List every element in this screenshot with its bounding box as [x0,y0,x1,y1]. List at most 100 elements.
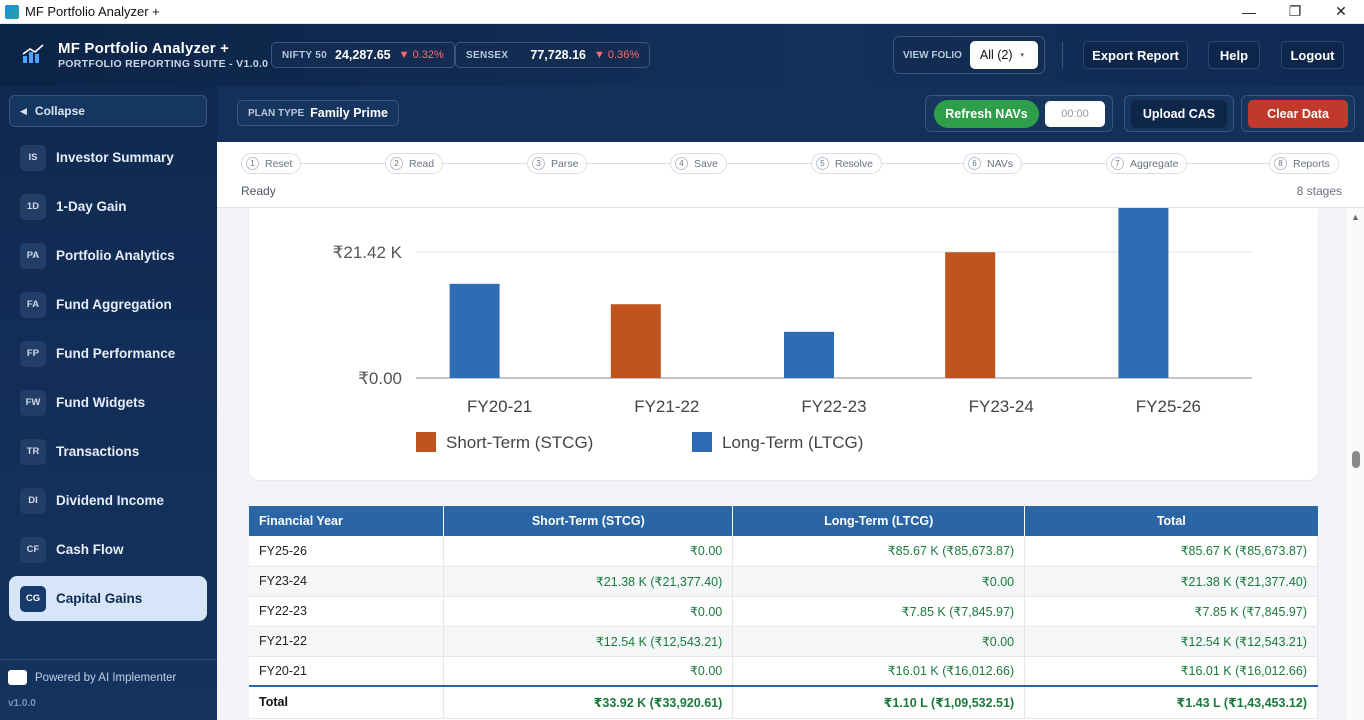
collapse-button[interactable]: ◀ Collapse [9,95,207,127]
cell-stcg: ₹0.00 [443,656,734,687]
nav-label: Fund Aggregation [56,297,172,312]
upload-cas-button[interactable]: Upload CAS [1131,99,1227,128]
nav-label: Dividend Income [56,493,165,508]
step-number: 7 [1111,157,1124,170]
cell-total-ltcg: ₹1.10 L (₹1,09,532.51) [732,685,1026,719]
legend-label: Long-Term (LTCG) [722,433,863,452]
ticker-label: NIFTY 50 [282,49,328,61]
cell-total: ₹16.01 K (₹16,012.66) [1024,656,1318,687]
scrollbar-thumb[interactable] [1352,451,1360,468]
x-tick-label: FY20-21 [467,397,532,416]
table-row: FY20-21 ₹0.00 ₹16.01 K (₹16,012.66) ₹16.… [249,656,1318,687]
header-stcg[interactable]: Short-Term (STCG) [443,506,734,536]
upload-group: Upload CAS [1124,95,1234,132]
legend-label: Short-Term (STCG) [446,433,593,452]
bar-stcg [610,304,661,378]
capital-gains-table-card: Financial Year Short-Term (STCG) Long-Te… [249,506,1318,720]
x-tick-label: FY21-22 [634,397,699,416]
bar-ltcg [784,331,834,378]
cell-stcg: ₹0.00 [443,596,734,627]
sidebar-item-dividend-income[interactable]: DI Dividend Income [9,478,207,523]
close-button[interactable]: ✕ [1335,3,1347,19]
clear-data-button[interactable]: Clear Data [1248,99,1348,128]
step-label: Save [694,157,718,170]
table-total-row: Total ₹33.92 K (₹33,920.61) ₹1.10 L (₹1,… [249,685,1318,719]
step-label: Resolve [835,157,873,170]
logout-button[interactable]: Logout [1281,41,1344,69]
sidebar-item-cash-flow[interactable]: CF Cash Flow [9,527,207,572]
sidebar-item-investor-summary[interactable]: IS Investor Summary [9,135,207,180]
window-title: MF Portfolio Analyzer + [25,4,160,19]
bar-stcg [945,252,996,378]
window-titlebar: MF Portfolio Analyzer + — ❐ ✕ [0,0,1364,24]
step-number: 8 [1274,157,1287,170]
cell-ltcg: ₹7.85 K (₹7,845.97) [732,596,1026,627]
step-aggregate: 7 Aggregate [1106,153,1188,174]
ticker-label: SENSEX [466,49,509,61]
sidebar-item-fund-aggregation[interactable]: FA Fund Aggregation [9,282,207,327]
pipeline-stepper: 1 Reset 2 Read 3 Parse 4 Save 5 Resolve 6 NAVs… [217,142,1364,208]
capital-gains-chart-card: ₹0.00 ₹21.42 K FY20-21 FY21-22 FY22-23 FY23-2… [249,208,1318,480]
table-row: FY25-26 ₹0.00 ₹85.67 K (₹85,673.87) ₹85.… [249,536,1318,567]
sidebar-item-1-day-gain[interactable]: 1D 1-Day Gain [9,184,207,229]
table-row: FY22-23 ₹0.00 ₹7.85 K (₹7,845.97) ₹7.85 … [249,596,1318,627]
step-label: Parse [551,157,579,170]
version-label: v1.0.0 [8,698,36,709]
folio-select[interactable]: All (2) ▾ [969,41,1038,69]
plan-type-label: PLAN TYPE [248,107,305,119]
cell-total-stcg: ₹33.92 K (₹33,920.61) [443,685,734,719]
export-report-button[interactable]: Export Report [1083,41,1188,69]
y-tick-label: ₹21.42 K [333,243,403,262]
step-number: 2 [390,157,403,170]
sidebar-item-portfolio-analytics[interactable]: PA Portfolio Analytics [9,233,207,278]
pipeline-status: Ready [241,184,276,198]
table-row: FY21-22 ₹12.54 K (₹12,543.21) ₹0.00 ₹12.… [249,626,1318,657]
cell-stcg: ₹0.00 [443,536,734,567]
cell-total-label: Total [249,685,445,719]
nav-label: Portfolio Analytics [56,248,175,263]
bar-ltcg [449,283,500,378]
sidebar: ◀ Collapse IS Investor Summary 1D 1-Day … [0,86,217,720]
sidebar-item-transactions[interactable]: TR Transactions [9,429,207,474]
chevron-down-icon: ▾ [1020,52,1025,59]
chart-logo-icon [22,44,44,63]
step-resolve: 5 Resolve [811,153,882,174]
nav-badge: FP [20,340,46,367]
main-content: ₹0.00 ₹21.42 K FY20-21 FY21-22 FY22-23 FY23-2… [217,208,1347,720]
header-divider [1062,42,1063,68]
minimize-button[interactable]: — [1242,3,1256,20]
cell-year: FY23-24 [249,566,445,597]
scrollbar[interactable]: ▲ [1347,208,1364,720]
nav-badge: FW [20,389,46,416]
step-label: Read [409,157,435,170]
scroll-up-icon[interactable]: ▲ [1351,212,1360,222]
sidebar-item-fund-performance[interactable]: FP Fund Performance [9,331,207,376]
restore-button[interactable]: ❐ [1288,3,1302,19]
cell-year: FY21-22 [249,626,445,657]
refresh-navs-button[interactable]: Refresh NAVs [934,100,1039,128]
step-read: 2 Read [385,153,444,174]
powered-by-text: Powered by AI Implementer [35,671,177,684]
step-number: 5 [816,157,829,170]
sidebar-item-capital-gains[interactable]: CG Capital Gains [9,576,207,621]
nav-label: Fund Performance [56,346,176,361]
table-row: FY23-24 ₹21.38 K (₹21,377.40) ₹0.00 ₹21.… [249,566,1318,597]
nav-badge: CF [20,536,46,563]
help-button[interactable]: Help [1208,41,1260,69]
step-number: 1 [246,157,259,170]
step-label: Reports [1293,157,1330,170]
action-bar: PLAN TYPE Family Prime Refresh NAVs 00:0… [217,86,1364,142]
sidebar-divider [0,659,217,660]
nav-badge: TR [20,438,46,465]
step-navs: 6 NAVs [963,153,1023,174]
sidebar-item-fund-widgets[interactable]: FW Fund Widgets [9,380,207,425]
ticker-value: 77,728.16 [530,48,586,62]
plan-type-badge: PLAN TYPE Family Prime [237,100,399,126]
step-reports: 8 Reports [1269,153,1339,174]
header-financial-year[interactable]: Financial Year [249,506,445,536]
header-ltcg[interactable]: Long-Term (LTCG) [732,506,1026,536]
step-label: Reset [265,157,293,170]
folio-label: VIEW FOLIO [903,49,962,61]
header-total[interactable]: Total [1024,506,1318,536]
step-parse: 3 Parse [527,153,588,174]
